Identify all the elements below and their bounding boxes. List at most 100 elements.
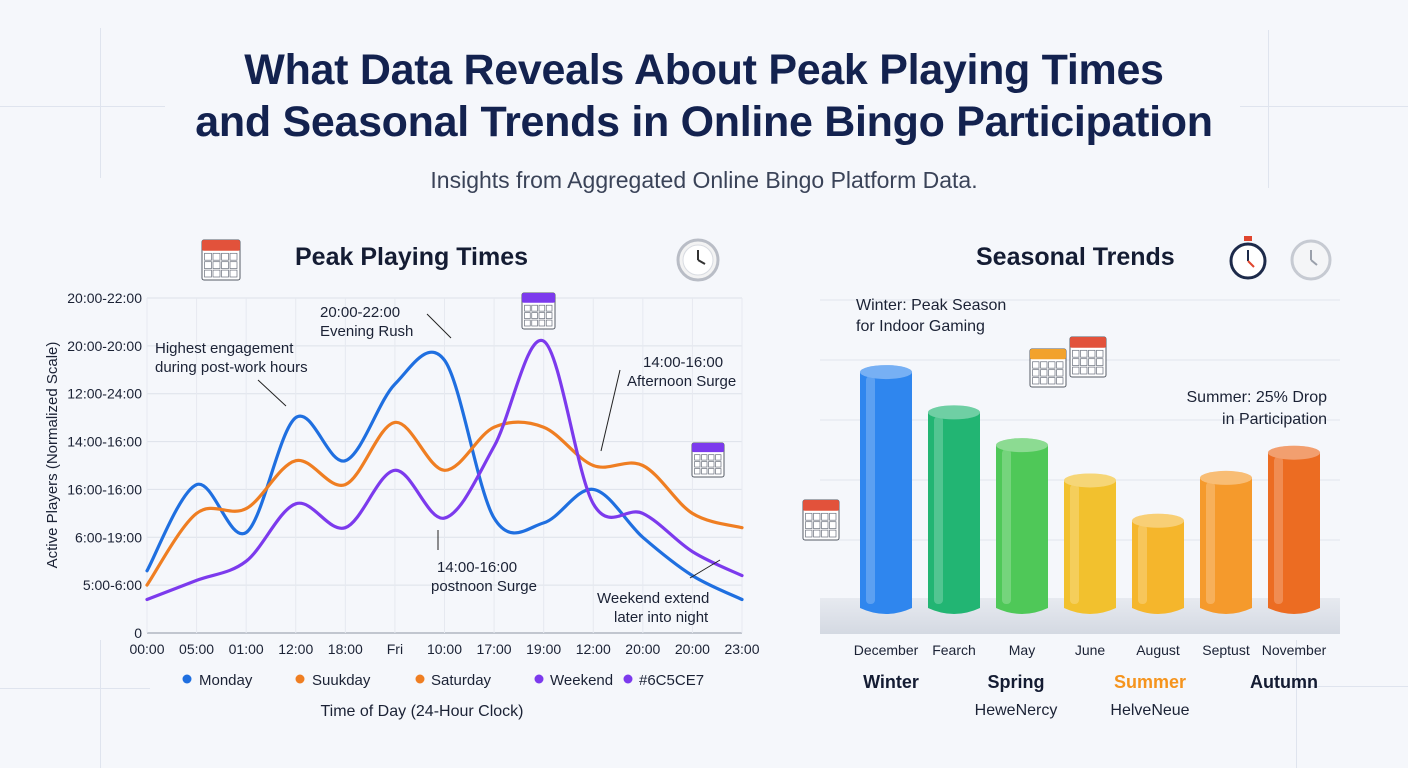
calendar-cell [694,461,701,468]
bar-top-shine [996,438,1048,453]
series-line-1 [145,420,744,587]
annotation-text: 20:00-22:00 [320,304,400,321]
annotation-afternoon-surge: 14:00-16:00 Afternoon Surge [600,354,736,452]
calendar-cell [538,312,546,319]
x-tick-label: Fri [387,641,403,657]
page-title-line-2: and Seasonal Trends in Online Bingo Part… [195,98,1213,146]
x-tick-label: 12:00 [576,641,611,657]
legend-marker-suukday [295,674,305,684]
calendar-header [522,293,555,303]
x-tick-label: 20:00 [625,641,660,657]
calendar-cell [813,512,821,521]
calendar-cell [1096,366,1104,375]
decorative-line [1268,30,1269,188]
clock-hand [1310,259,1318,266]
bar-top [928,405,980,420]
line-chart-grid [146,297,743,634]
calendar-cell [1056,377,1064,385]
calendar-cell [694,468,701,475]
bar-category-label: December [854,642,919,658]
season-label-summer: Summer [1114,672,1186,692]
calendar-cell [221,252,229,261]
bar-december [860,372,912,614]
y-tick-label: 6:00-19:00 [75,529,142,545]
bar-category-label: Septust [1202,642,1250,658]
annotation-text: Winter: Peak Season [856,297,1006,314]
annotation-text: Summer: 25% Drop [1187,389,1328,406]
legend-label-saturday: Saturday [431,672,492,689]
calendar-cell [1088,358,1096,366]
bar-category-label: November [1262,642,1327,658]
calendar-cell [1096,358,1104,366]
legend-label-monday: Monday [199,672,253,689]
calendar-icon [201,239,241,281]
line-chart-x-ticks: 00:00 05:00 01:00 12:00 18:00 Fri 10:00 17:00 19… [129,641,759,657]
season-sublabel: HeweNercy [975,702,1058,719]
calendar-cell [1080,366,1088,375]
bar-may [996,445,1048,614]
stopwatch-hand [1247,260,1255,268]
calendar-cell [1032,361,1040,369]
calendar-header [803,500,839,511]
bar-highlight [866,376,875,604]
calendar-cell [715,454,722,461]
calendar-cell [1088,349,1096,358]
annotation-winter-peak: Winter: Peak Season for Indoor Gaming [856,297,1006,335]
annotation-text: for Indoor Gaming [856,318,985,335]
y-tick-label: 14:00-16:00 [67,434,142,450]
season-label-winter: Winter [863,672,919,692]
y-tick-label: 0 [134,625,142,641]
bar-top [1064,473,1116,488]
calendar-cell [212,261,221,269]
calendar-cell [524,312,531,319]
calendar-cell [821,521,829,529]
legend-marker-monday [182,674,192,684]
calendar-cell [813,521,821,529]
calendar-cell [212,252,221,261]
calendar-cell [813,529,821,538]
calendar-header [692,443,724,453]
calendar-icon [521,292,556,330]
y-tick-label: 20:00-20:00 [67,338,142,354]
bar-august [1132,520,1184,614]
calendar-cell [531,319,538,327]
bar-highlight [1274,456,1283,604]
x-tick-label: 18:00 [328,641,363,657]
calendar-cell [1080,358,1088,366]
bar-top-shine [1132,513,1184,528]
y-tick-label: 16:00-16:00 [67,481,142,497]
calendar-cell [715,461,722,468]
calendar-cell [805,521,813,529]
calendar-cell [1072,366,1080,375]
calendar-cell [1056,361,1064,369]
calendar-cell [1040,361,1048,369]
clock-hand [697,259,706,265]
decorative-line [0,106,165,107]
bar-november [1268,452,1320,614]
annotation-text: in Participation [1222,411,1327,428]
calendar-cell [829,521,837,529]
annotation-text: postnoon Surge [431,578,537,595]
calendar-cell [212,269,221,278]
annotation-leader [600,369,621,452]
calendar-cell [1072,358,1080,366]
legend-marker-weekend [534,674,544,684]
bar-top-shine [1200,470,1252,485]
calendar-cell [1048,361,1056,369]
season-labels: Winter Spring Summer Autumn HeweNercy He… [863,672,1318,719]
legend-marker-6c5ce7 [623,674,633,684]
decorative-line [1296,640,1297,768]
bar-top-shine [928,405,980,420]
calendar-cell [1056,369,1064,377]
peak-times-title: Peak Playing Times [295,243,528,271]
decorative-line [1290,686,1408,687]
calendar-cell [708,454,715,461]
calendar-icon [691,442,725,478]
x-tick-label: 19:00 [526,641,561,657]
calendar-cell [1040,369,1048,377]
bar-highlight [1002,449,1011,604]
decorative-line [100,28,101,178]
calendar-cell [538,319,546,327]
annotation-text: Highest engagement [155,340,294,357]
annotation-leader [257,379,287,407]
